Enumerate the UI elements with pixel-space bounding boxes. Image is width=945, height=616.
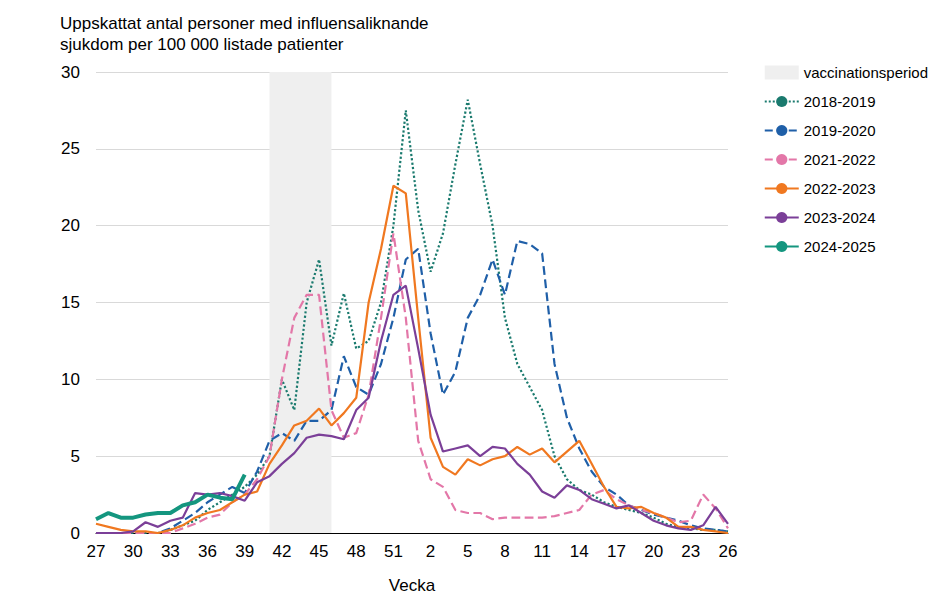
svg-text:15: 15 (61, 293, 80, 312)
svg-text:26: 26 (719, 542, 738, 561)
svg-text:27: 27 (87, 542, 106, 561)
svg-text:25: 25 (61, 139, 80, 158)
svg-text:39: 39 (235, 542, 254, 561)
svg-text:14: 14 (570, 542, 589, 561)
svg-text:20: 20 (61, 216, 80, 235)
svg-text:51: 51 (384, 542, 403, 561)
svg-text:45: 45 (310, 542, 329, 561)
svg-text:0: 0 (71, 524, 80, 543)
svg-text:2021-2022: 2021-2022 (804, 151, 876, 168)
svg-text:2018-2019: 2018-2019 (804, 93, 876, 110)
svg-text:10: 10 (61, 370, 80, 389)
svg-text:vaccinationsperiod: vaccinationsperiod (804, 64, 928, 81)
svg-text:42: 42 (272, 542, 291, 561)
svg-text:20: 20 (644, 542, 663, 561)
svg-text:48: 48 (347, 542, 366, 561)
svg-text:17: 17 (607, 542, 626, 561)
svg-text:11: 11 (533, 542, 551, 561)
svg-text:36: 36 (198, 542, 217, 561)
svg-text:2022-2023: 2022-2023 (804, 180, 876, 197)
svg-text:5: 5 (463, 542, 472, 561)
svg-text:2023-2024: 2023-2024 (804, 209, 876, 226)
svg-text:sjukdom per 100 000 listade pa: sjukdom per 100 000 listade patienter (60, 35, 344, 54)
svg-text:33: 33 (161, 542, 180, 561)
svg-text:8: 8 (500, 542, 509, 561)
svg-text:2024-2025: 2024-2025 (804, 238, 876, 255)
svg-text:Uppskattat antal personer med: Uppskattat antal personer med influensal… (60, 14, 429, 33)
svg-text:30: 30 (124, 542, 143, 561)
svg-text:Vecka: Vecka (389, 576, 436, 595)
svg-text:30: 30 (61, 63, 80, 82)
svg-text:23: 23 (681, 542, 700, 561)
svg-text:2: 2 (426, 542, 435, 561)
svg-text:2019-2020: 2019-2020 (804, 122, 876, 139)
svg-text:5: 5 (71, 447, 80, 466)
